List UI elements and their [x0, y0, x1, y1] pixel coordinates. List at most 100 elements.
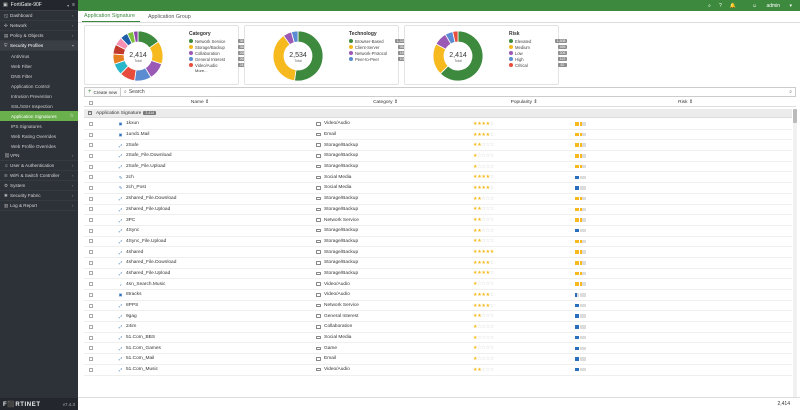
- group-header-row[interactable]: − Application Signature 2,414: [84, 109, 792, 118]
- sidebar-subitem-intrusion-prevention[interactable]: Intrusion Prevention: [0, 91, 78, 101]
- row-checkbox[interactable]: [89, 271, 93, 276]
- legend-item[interactable]: High 122: [509, 56, 567, 62]
- sidebar-item-security-fabric[interactable]: ✱ Security Fabric ›: [0, 191, 78, 201]
- scrollbar-thumb[interactable]: [793, 109, 797, 123]
- row-checkbox[interactable]: [89, 143, 93, 148]
- row-checkbox[interactable]: [89, 346, 93, 351]
- column-header-risk[interactable]: Risk ⇕: [678, 100, 693, 105]
- legend-item[interactable]: Medium 496: [509, 44, 567, 50]
- table-row[interactable]: ⤢ 9gag General Interest ★★☆☆☆: [84, 311, 792, 323]
- app-name[interactable]: 24im: [126, 324, 137, 330]
- row-checkbox[interactable]: [89, 207, 93, 212]
- row-checkbox[interactable]: [89, 175, 93, 180]
- search-icon[interactable]: ⌕: [708, 2, 711, 9]
- table-row[interactable]: ⤢ 3PC Network Service ★★☆☆☆: [84, 215, 792, 226]
- collapse-icon[interactable]: −: [88, 111, 92, 115]
- favorite-star-icon[interactable]: ☆: [69, 113, 74, 119]
- table-row[interactable]: ♪ 4sn_Search.Music Video/Audio ★☆☆☆☆: [84, 279, 792, 290]
- app-name[interactable]: 2Safe_File.Download: [126, 153, 172, 159]
- sidebar-subitem-ips-signatures[interactable]: IPS Signatures: [0, 121, 78, 131]
- donut-slice[interactable]: [132, 30, 139, 43]
- select-all-checkbox[interactable]: [89, 100, 93, 105]
- legend-more-link[interactable]: More...: [195, 68, 208, 73]
- row-checkbox[interactable]: [89, 282, 93, 287]
- app-name[interactable]: 4shared_File.Download: [126, 260, 177, 266]
- row-checkbox[interactable]: [89, 218, 93, 223]
- row-checkbox[interactable]: [89, 292, 93, 297]
- sidebar-item-log-report[interactable]: ▥ Log & Report ›: [0, 201, 78, 211]
- app-name[interactable]: 2ch: [126, 174, 134, 180]
- notification-bell-icon[interactable]: 🔔: [729, 2, 736, 9]
- donut-slice[interactable]: [452, 30, 459, 43]
- row-checkbox[interactable]: [89, 228, 93, 233]
- app-name[interactable]: 51.Com_Games: [126, 345, 161, 351]
- app-name[interactable]: 51.Com_Mail: [126, 356, 155, 362]
- app-name[interactable]: 8tracks: [126, 292, 142, 298]
- row-checkbox[interactable]: [89, 250, 93, 255]
- legend-item[interactable]: General Interest 264: [189, 56, 247, 62]
- table-row[interactable]: ⤢ 51.Com_BBS Social Media ★☆☆☆☆: [84, 333, 792, 344]
- legend-item[interactable]: Network-Protocol 140: [349, 50, 407, 56]
- donut-slice[interactable]: [439, 30, 484, 82]
- row-checkbox[interactable]: [89, 356, 93, 361]
- table-row[interactable]: ⤢ 4shared_File.Upload Storage/Backup ★★★★☆: [84, 269, 792, 280]
- chevron-down-icon[interactable]: ▾: [67, 2, 70, 8]
- row-checkbox[interactable]: [89, 132, 93, 137]
- sidebar-subitem-antivirus[interactable]: AntiVirus: [0, 51, 78, 61]
- sidebar-item-dashboard[interactable]: ◱ Dashboard ›: [0, 11, 78, 21]
- row-checkbox[interactable]: [89, 260, 93, 265]
- sidebar-item-network[interactable]: ✣ Network ›: [0, 21, 78, 31]
- table-row[interactable]: ⤢ 8PPS Network Service ★★★★☆: [84, 301, 792, 312]
- app-name[interactable]: 2shared_File.Upload: [126, 206, 171, 212]
- help-icon[interactable]: ?: [718, 2, 722, 9]
- app-name[interactable]: 1und1.Mail: [126, 132, 150, 138]
- table-row[interactable]: ⤢ 4Sync_File.Upload Storage/Backup ★★☆☆☆: [84, 237, 792, 248]
- sidebar-item-security-profiles[interactable]: ⛨ Security Profiles ▾: [0, 41, 78, 51]
- app-name[interactable]: 4Sync_File.Upload: [126, 238, 167, 244]
- sidebar-item-vpn[interactable]: ⛓ VPN ›: [0, 151, 78, 161]
- donut-slice[interactable]: [294, 30, 324, 82]
- row-checkbox[interactable]: [89, 153, 93, 158]
- table-row[interactable]: ⤢ 51.Com_Music Video/Audio ★★☆☆☆: [84, 365, 792, 376]
- row-checkbox[interactable]: [89, 314, 93, 319]
- table-row[interactable]: ⤢ 2shared_File.Upload Storage/Backup ★★☆☆☆: [84, 205, 792, 216]
- table-row[interactable]: ⤢ 4Sync Storage/Backup ★★☆☆☆: [84, 226, 792, 237]
- sidebar-subitem-web-filter[interactable]: Web Filter: [0, 61, 78, 71]
- row-checkbox[interactable]: [89, 164, 93, 169]
- column-header-popularity[interactable]: Popularity ⇕: [510, 100, 538, 105]
- table-row[interactable]: ⤢ 2Safe_File.Download Storage/Backup ★☆☆☆☆: [84, 151, 792, 162]
- sidebar-subitem-ssl-ssh-inspection[interactable]: SSL/SSH Inspection: [0, 101, 78, 111]
- sidebar-item-wifi-switch-controller[interactable]: ≋ WiFi & Switch Controller ›: [0, 171, 78, 181]
- legend-item[interactable]: Peer-to-Peer 108: [349, 56, 407, 62]
- table-row[interactable]: ▣ 1kxun Video/Audio ★★★★☆: [84, 119, 792, 130]
- tab-application-signature[interactable]: Application Signature: [82, 13, 140, 22]
- risk-widget[interactable]: 2,414 Total Risk Elevated 1,508 Medium 496 Low…: [404, 25, 567, 85]
- table-row[interactable]: ⤢ 24im Collaboration ★☆☆☆☆: [84, 322, 792, 333]
- tab-application-group[interactable]: Application Group: [147, 14, 191, 20]
- app-name[interactable]: 9gag: [126, 313, 137, 319]
- technology-widget[interactable]: 2,534 Total Technology Browser-Based 1,324 C…: [244, 25, 407, 85]
- legend-item[interactable]: Low 206: [509, 50, 567, 56]
- legend-item[interactable]: Critical 82: [509, 62, 567, 68]
- app-name[interactable]: 4sn_Search.Music: [126, 281, 166, 287]
- sidebar-subitem-web-rating-overrides[interactable]: Web Rating Overrides: [0, 131, 78, 141]
- sidebar-subitem-web-profile-overrides[interactable]: Web Profile Overrides: [0, 141, 78, 151]
- table-row[interactable]: ▣ 1und1.Mail Email ★★★★☆: [84, 130, 792, 141]
- app-name[interactable]: 8PPS: [126, 303, 139, 309]
- table-row[interactable]: ⤢ 4shared Storage/Backup ★★★★★: [84, 247, 792, 258]
- row-checkbox[interactable]: [89, 185, 93, 190]
- app-name[interactable]: 2Safe: [126, 142, 139, 148]
- table-row[interactable]: ▣ 8tracks Video/Audio ★★★★☆: [84, 290, 792, 301]
- row-checkbox[interactable]: [89, 196, 93, 201]
- search-input[interactable]: ⌕ Search: [121, 89, 789, 95]
- row-checkbox[interactable]: [89, 367, 93, 372]
- column-header-category[interactable]: Category ⇕: [373, 100, 398, 105]
- scrollbar[interactable]: [793, 109, 797, 397]
- legend-item[interactable]: Elevated 1,508: [509, 38, 567, 44]
- app-name[interactable]: 3PC: [126, 217, 136, 223]
- category-widget[interactable]: 2,414 Total Category Network Service 367 Sto…: [84, 25, 247, 85]
- sidebar-subitem-dns-filter[interactable]: DNS Filter: [0, 71, 78, 81]
- app-name[interactable]: 4shared: [126, 249, 144, 255]
- app-name[interactable]: 1kxun: [126, 121, 139, 127]
- table-row[interactable]: ✎ 2ch_Post Social Media ★★★★☆: [84, 183, 792, 194]
